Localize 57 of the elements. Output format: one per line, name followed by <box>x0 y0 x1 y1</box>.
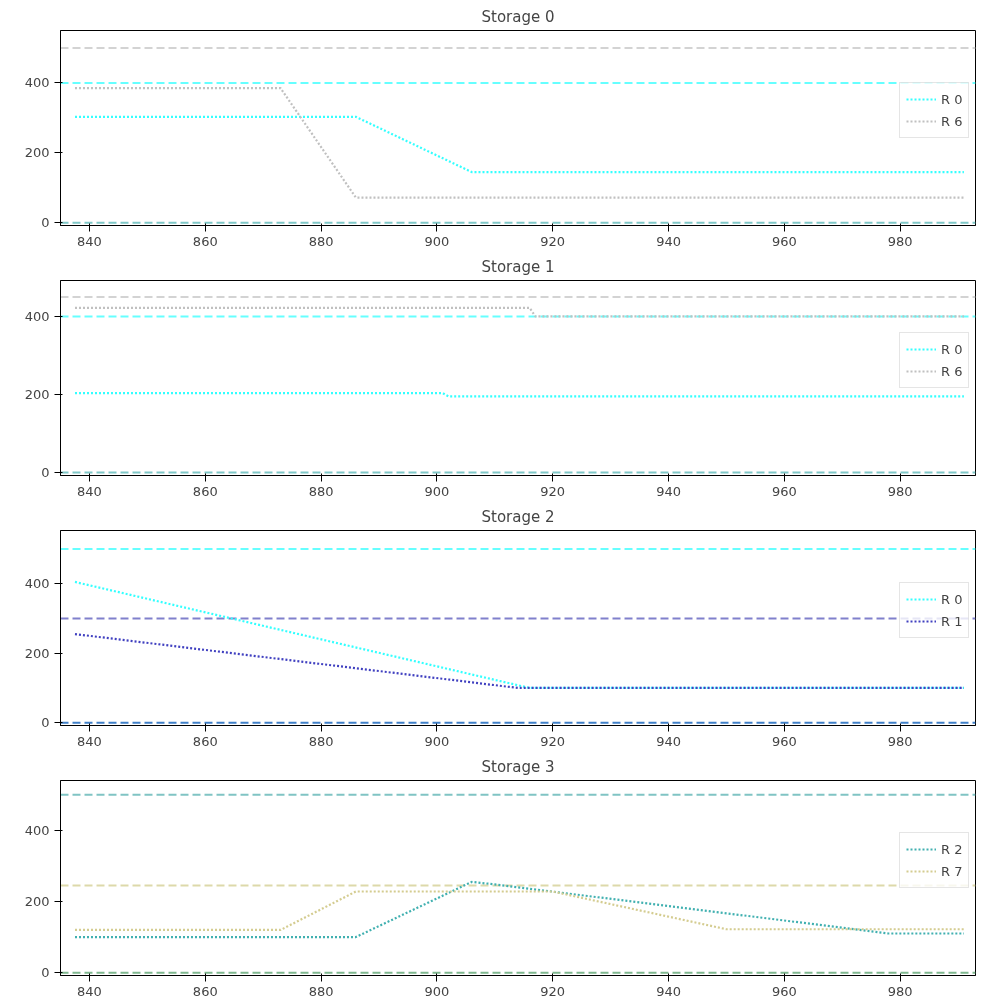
x-tick-label: 940 <box>656 233 681 249</box>
x-tick-label: 980 <box>887 233 913 249</box>
y-tick-label: 0 <box>41 715 50 731</box>
y-tick-label: 0 <box>41 215 50 231</box>
x-tick-label: 860 <box>192 733 218 749</box>
x-tick-label: 860 <box>192 483 218 499</box>
x-tick-label: 900 <box>424 483 450 499</box>
legend-label: R 0 <box>941 591 963 607</box>
x-tick-label: 960 <box>771 233 797 249</box>
x-tick-label: 840 <box>77 483 102 499</box>
x-tick-label: 960 <box>771 483 797 499</box>
x-tick-label: 920 <box>540 233 566 249</box>
legend-label: R 1 <box>941 613 963 629</box>
y-tick-label: 400 <box>24 822 50 838</box>
legend-label: R 6 <box>941 363 963 379</box>
legend-label: R 0 <box>941 91 963 107</box>
x-tick-label: 900 <box>424 733 450 749</box>
chart-title: Storage 2 <box>481 507 555 526</box>
x-tick-label: 860 <box>192 983 218 999</box>
x-tick-label: 940 <box>656 483 681 499</box>
x-tick-label: 840 <box>77 983 102 999</box>
y-tick-label: 400 <box>24 75 50 91</box>
y-tick-label: 0 <box>41 965 50 981</box>
y-tick-label: 0 <box>41 464 50 480</box>
legend-label: R 2 <box>941 841 963 857</box>
y-tick-label: 400 <box>24 308 50 324</box>
legend-label: R 6 <box>941 113 963 129</box>
chart-title: Storage 3 <box>481 757 555 776</box>
x-tick-label: 980 <box>887 983 913 999</box>
line-series <box>73 880 966 939</box>
x-tick-label: 900 <box>424 983 450 999</box>
x-tick-label: 880 <box>308 733 334 749</box>
x-tick-label: 980 <box>887 733 913 749</box>
x-tick-label: 920 <box>540 983 566 999</box>
x-tick-label: 880 <box>308 483 334 499</box>
x-tick-label: 980 <box>887 483 913 499</box>
chart-title: Storage 1 <box>481 257 555 276</box>
x-tick-label: 920 <box>540 733 566 749</box>
y-tick-label: 400 <box>24 576 50 592</box>
x-tick-label: 960 <box>771 983 797 999</box>
x-tick-label: 940 <box>656 983 681 999</box>
y-tick-label: 200 <box>24 145 50 161</box>
x-tick-label: 940 <box>656 733 681 749</box>
x-tick-label: 920 <box>540 483 566 499</box>
legend-label: R 0 <box>941 341 963 357</box>
chart-title: Storage 0 <box>481 7 555 26</box>
legend-label: R 7 <box>941 863 963 879</box>
x-tick-label: 900 <box>424 233 450 249</box>
x-tick-label: 840 <box>77 233 102 249</box>
y-tick-label: 200 <box>24 386 50 402</box>
x-tick-label: 880 <box>308 983 334 999</box>
x-tick-label: 840 <box>77 733 102 749</box>
x-tick-label: 960 <box>771 733 797 749</box>
y-tick-label: 200 <box>24 645 50 661</box>
x-tick-label: 880 <box>308 233 334 249</box>
x-tick-label: 860 <box>192 233 218 249</box>
y-tick-label: 200 <box>24 893 50 909</box>
